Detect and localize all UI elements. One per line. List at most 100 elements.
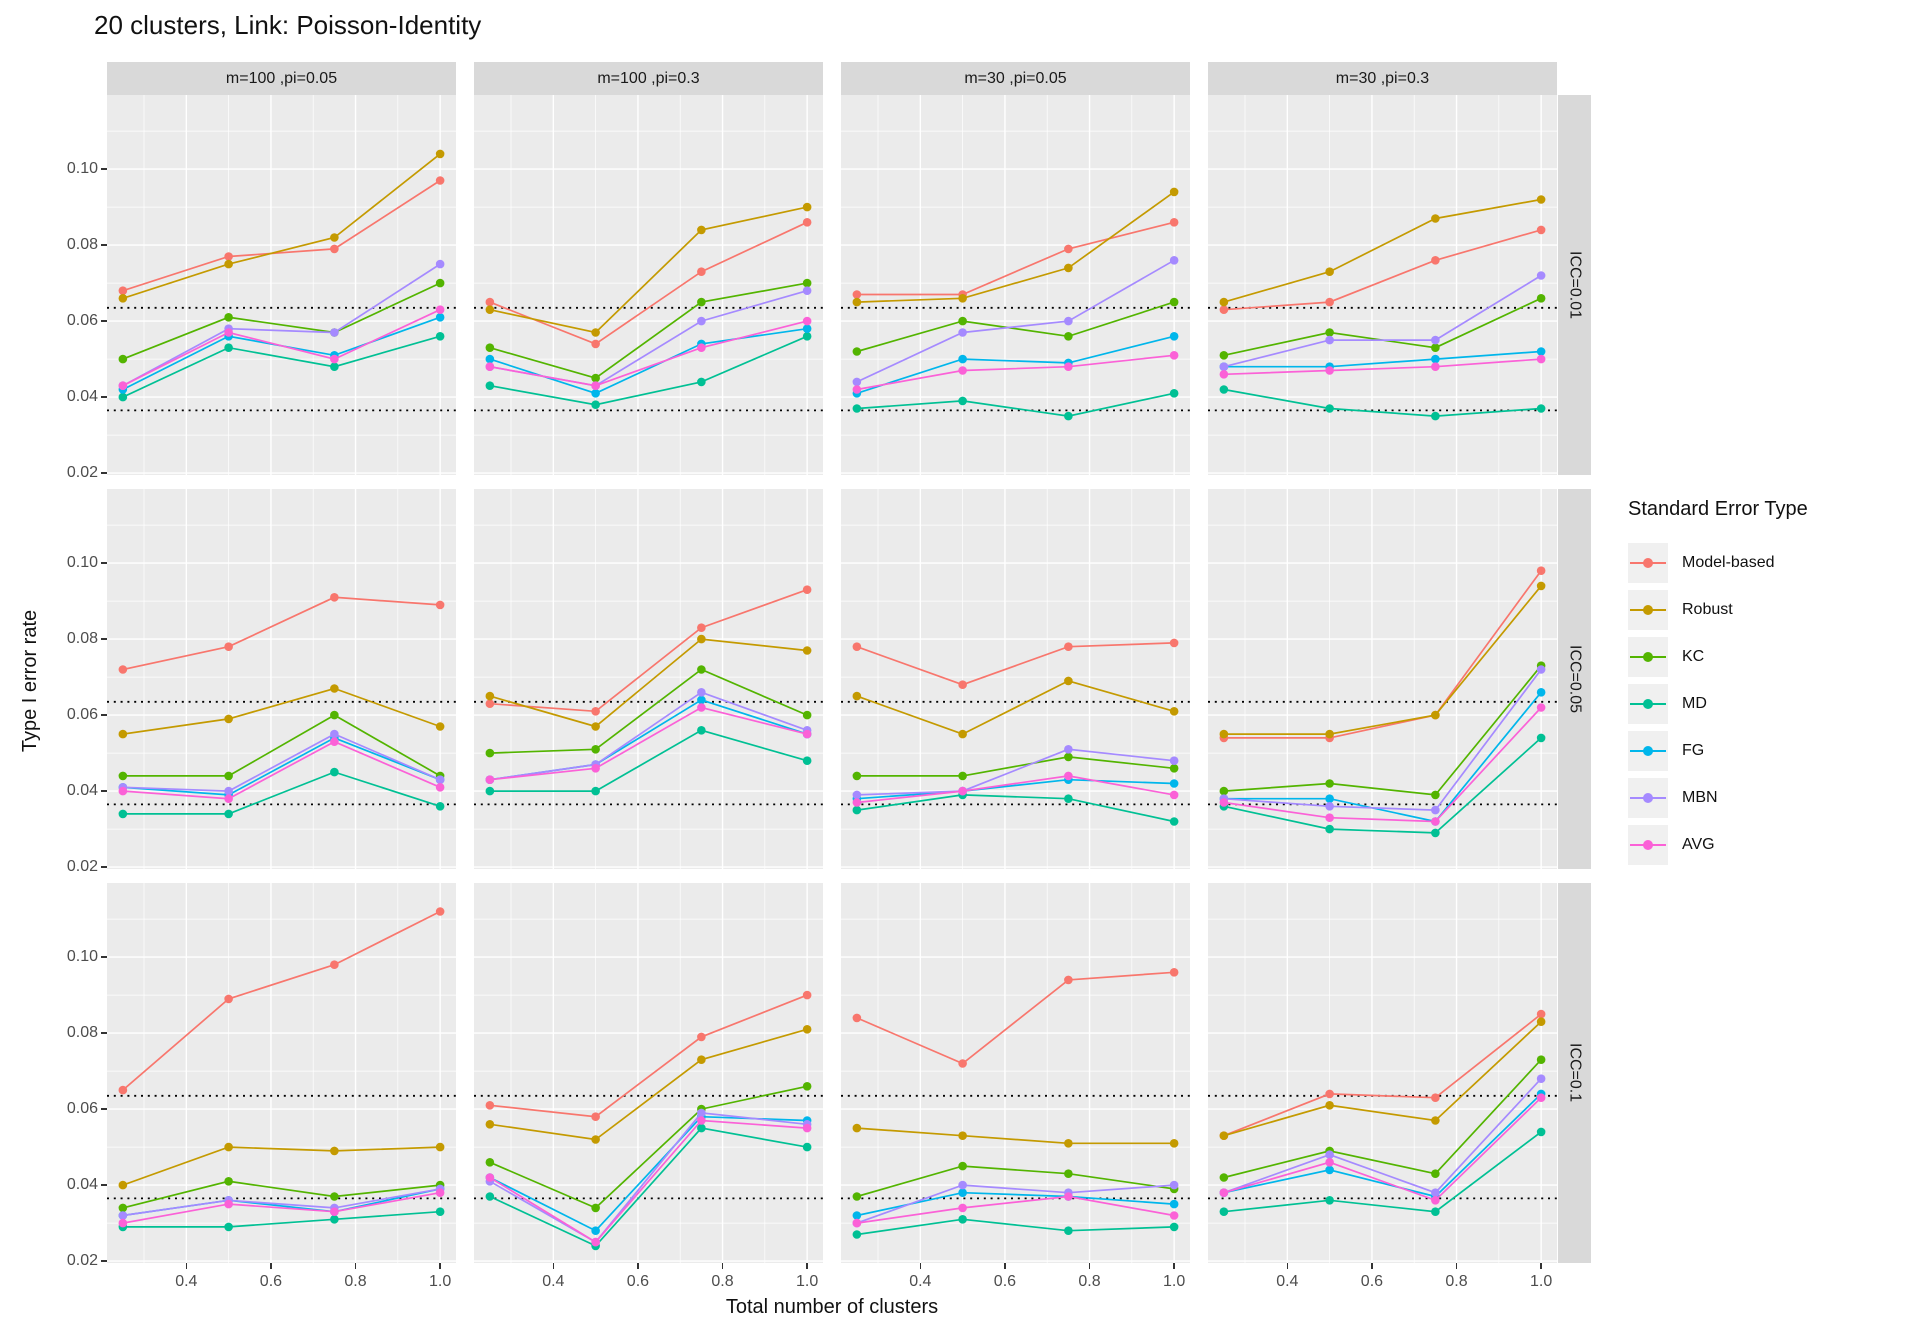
series-Robust bbox=[118, 684, 445, 739]
x-axis-title: Total number of clusters bbox=[725, 1296, 939, 1318]
series-MD bbox=[852, 1215, 1179, 1239]
legend-label: Model-based bbox=[1682, 553, 1775, 571]
y-tick-label: 0.04 bbox=[66, 388, 98, 406]
x-tick-label: 0.4 bbox=[909, 1273, 932, 1290]
x-tick-mark bbox=[637, 1263, 639, 1269]
facet-panel-ICC-0-05-m-30-pi-0-05 bbox=[841, 489, 1190, 869]
y-tick-label: 0.04 bbox=[66, 1176, 98, 1194]
legend-entry-avg: AVG bbox=[1628, 821, 1918, 868]
facet-panel-ICC-0-01-m-30-pi-0-3 bbox=[1208, 95, 1557, 475]
series-KC bbox=[852, 752, 1179, 781]
legend-key-icon bbox=[1628, 824, 1668, 865]
legend-key-icon bbox=[1628, 542, 1668, 583]
series-Robust bbox=[852, 1123, 1179, 1148]
x-tick-label: 0.8 bbox=[711, 1273, 734, 1290]
x-tick-mark bbox=[1088, 1263, 1091, 1269]
x-tick-mark bbox=[1173, 1263, 1175, 1269]
x-tick-label: 1.0 bbox=[1163, 1273, 1186, 1290]
series-MD bbox=[1219, 385, 1546, 421]
x-tick-mark bbox=[354, 1263, 357, 1269]
legend-label: AVG bbox=[1682, 835, 1715, 853]
x-tick-mark bbox=[185, 1263, 188, 1269]
legend-entry-kc: KC bbox=[1628, 633, 1918, 680]
series-Model-based bbox=[852, 638, 1179, 689]
series-AVG bbox=[1219, 1093, 1546, 1205]
x-tick-label: 0.4 bbox=[175, 1273, 198, 1290]
series-KC bbox=[1219, 294, 1546, 360]
legend-label: FG bbox=[1682, 741, 1705, 759]
series-MD bbox=[118, 332, 445, 402]
series-AVG bbox=[118, 305, 445, 391]
x-tick-mark bbox=[1540, 1263, 1542, 1269]
y-tick-label: 0.02 bbox=[66, 1252, 98, 1270]
legend-key-icon bbox=[1628, 589, 1668, 630]
x-tick-mark bbox=[439, 1263, 441, 1269]
y-tick-mark bbox=[101, 168, 107, 170]
facet-column-strip-4: m=30 ,pi=0.3 bbox=[1208, 62, 1557, 95]
x-tick-mark bbox=[1455, 1263, 1458, 1269]
series-Robust bbox=[485, 634, 812, 731]
facet-row-strip-3: ICC=0.1 bbox=[1558, 883, 1591, 1263]
series-Model-based bbox=[118, 593, 445, 674]
series-Robust bbox=[485, 202, 812, 337]
x-tick-mark bbox=[721, 1263, 724, 1269]
series-AVG bbox=[485, 316, 812, 391]
series-KC bbox=[485, 278, 812, 383]
x-tick-mark bbox=[1371, 1263, 1373, 1269]
y-tick-label: 0.10 bbox=[66, 160, 98, 178]
x-tick-label: 0.6 bbox=[1360, 1273, 1384, 1290]
y-tick-mark bbox=[101, 790, 107, 792]
x-tick-mark bbox=[919, 1263, 922, 1269]
y-tick-mark bbox=[101, 472, 107, 474]
y-tick-mark bbox=[101, 320, 107, 322]
series-Robust bbox=[1219, 581, 1546, 739]
y-tick-mark bbox=[101, 866, 107, 868]
facet-panel-ICC-0-1-m-100-pi-0-3 bbox=[474, 883, 823, 1263]
legend-key-icon bbox=[1628, 636, 1668, 677]
facet-panel-ICC-0-1-m-100-pi-0-05 bbox=[107, 883, 456, 1263]
y-tick-mark bbox=[101, 956, 107, 958]
series-AVG bbox=[485, 1116, 812, 1247]
facet-row-label: ICC=0.05 bbox=[1566, 644, 1584, 714]
legend-entry-md: MD bbox=[1628, 680, 1918, 727]
y-tick-label: 0.08 bbox=[66, 236, 98, 254]
series-MD bbox=[1219, 1127, 1546, 1216]
y-tick-label: 0.04 bbox=[66, 782, 98, 800]
legend-entry-mbn: MBN bbox=[1628, 774, 1918, 821]
facet-column-strip-3: m=30 ,pi=0.05 bbox=[841, 62, 1190, 95]
series-MBN bbox=[852, 256, 1179, 387]
y-tick-mark bbox=[101, 244, 107, 246]
series-Robust bbox=[118, 1142, 445, 1190]
series-AVG bbox=[1219, 354, 1546, 379]
legend-key-icon bbox=[1628, 777, 1668, 818]
y-tick-mark bbox=[101, 1260, 107, 1262]
x-tick-label: 0.8 bbox=[1078, 1273, 1101, 1290]
series-Model-based bbox=[118, 907, 445, 1095]
legend-key-icon bbox=[1628, 683, 1668, 724]
x-tick-label: 1.0 bbox=[429, 1273, 452, 1290]
y-tick-label: 0.10 bbox=[66, 554, 98, 572]
facet-panel-ICC-0-05-m-30-pi-0-3 bbox=[1208, 489, 1557, 869]
series-Robust bbox=[852, 676, 1179, 739]
series-AVG bbox=[118, 1188, 445, 1228]
legend: Standard Error Type Model-based Robust KC M… bbox=[1628, 498, 1918, 868]
facet-row-label: ICC=0.01 bbox=[1566, 250, 1584, 320]
series-KC bbox=[485, 665, 812, 758]
y-tick-mark bbox=[101, 1184, 107, 1186]
facet-row-label: ICC=0.1 bbox=[1566, 1043, 1584, 1103]
facet-panel-ICC-0-05-m-100-pi-0-05 bbox=[107, 489, 456, 869]
y-tick-label: 0.10 bbox=[66, 948, 98, 966]
x-tick-label: 0.8 bbox=[1445, 1273, 1468, 1290]
x-tick-label: 0.4 bbox=[542, 1273, 565, 1290]
facet-column-strip-2: m=100 ,pi=0.3 bbox=[474, 62, 823, 95]
x-tick-label: 0.6 bbox=[626, 1273, 650, 1290]
series-AVG bbox=[1219, 703, 1546, 826]
x-tick-label: 0.8 bbox=[344, 1273, 367, 1290]
legend-entry-fg: FG bbox=[1628, 727, 1918, 774]
facet-panel-ICC-0-01-m-30-pi-0-05 bbox=[841, 95, 1190, 475]
y-tick-mark bbox=[101, 562, 107, 564]
series-AVG bbox=[485, 703, 812, 784]
series-MD bbox=[852, 389, 1179, 421]
x-tick-label: 1.0 bbox=[796, 1273, 819, 1290]
legend-title: Standard Error Type bbox=[1628, 498, 1808, 520]
